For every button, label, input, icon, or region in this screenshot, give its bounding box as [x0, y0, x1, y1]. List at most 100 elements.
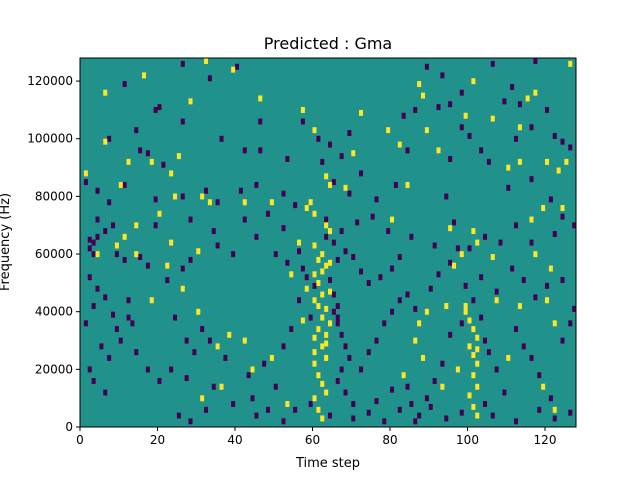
- heatmap-cell-high: [312, 127, 317, 134]
- heatmap-cell-high: [316, 279, 321, 286]
- heatmap-cell-high: [448, 225, 453, 232]
- heatmap-cell-high: [188, 98, 193, 105]
- heatmap-cell-high: [471, 228, 476, 235]
- heatmap-cell-high: [320, 380, 325, 387]
- heatmap-cell-low: [281, 343, 286, 350]
- heatmap-cell-low: [258, 118, 263, 125]
- heatmap-cell-low: [173, 314, 178, 321]
- heatmap-cell-high: [215, 343, 220, 350]
- heatmap-cell-low: [366, 409, 371, 416]
- heatmap-cell-high: [529, 216, 534, 223]
- heatmap-cell-low: [114, 251, 119, 258]
- heatmap-cell-low: [393, 181, 398, 188]
- heatmap-cell-low: [87, 366, 92, 373]
- heatmap-cell-low: [87, 236, 92, 243]
- heatmap-cell-low: [386, 228, 391, 235]
- heatmap-cell-high: [417, 320, 422, 327]
- heatmap-cell-low: [304, 274, 309, 281]
- heatmap-cell-low: [347, 190, 352, 197]
- heatmap-cell-high: [475, 412, 480, 419]
- heatmap-cell-low: [444, 415, 449, 422]
- heatmap-cell-low: [560, 138, 565, 145]
- heatmap-cell-low: [529, 124, 534, 131]
- heatmap-cell-low: [328, 141, 333, 148]
- heatmap-cell-high: [207, 199, 212, 206]
- heatmap-cell-high: [440, 383, 445, 390]
- heatmap-cell-high: [149, 297, 154, 304]
- heatmap-cell-low: [219, 135, 224, 142]
- heatmap-cell-high: [289, 271, 294, 278]
- heatmap-cell-low: [486, 158, 491, 165]
- heatmap-cell-high: [475, 360, 480, 367]
- heatmap-cell-high: [312, 297, 317, 304]
- heatmap-cell-low: [161, 161, 166, 168]
- heatmap-cell-low: [246, 372, 251, 379]
- heatmap-cell-high: [126, 158, 131, 165]
- heatmap-cell-low: [103, 294, 108, 301]
- heatmap-cell-high: [242, 199, 247, 206]
- heatmap-cell-high: [134, 251, 139, 258]
- heatmap-cell-high: [424, 308, 429, 315]
- heatmap-cell-low: [91, 377, 96, 384]
- heatmap-cell-low: [502, 98, 507, 105]
- heatmap-cell-low: [91, 303, 96, 310]
- heatmap-cell-low: [355, 219, 360, 226]
- heatmap-cell-low: [390, 265, 395, 272]
- heatmap-cell-high: [169, 170, 174, 177]
- y-tick-label: 40000: [35, 305, 73, 319]
- heatmap-cell-low: [204, 406, 209, 413]
- heatmap-cell-low: [107, 199, 112, 206]
- heatmap-cell-low: [308, 401, 313, 408]
- chart-title: Predicted : Gma: [264, 34, 392, 53]
- heatmap-cell-low: [552, 230, 557, 237]
- heatmap-cell-high: [421, 354, 426, 361]
- heatmap-cell-high: [471, 78, 476, 85]
- heatmap-cell-low: [111, 311, 116, 318]
- heatmap-cell-low: [494, 366, 499, 373]
- y-tick-label: 0: [65, 420, 73, 434]
- heatmap-cell-high: [564, 158, 569, 165]
- heatmap-cell-high: [312, 360, 317, 367]
- heatmap-cell-high: [417, 81, 422, 88]
- heatmap-cell-low: [285, 259, 290, 266]
- heatmap-cell-low: [335, 377, 340, 384]
- heatmap-cell-low: [424, 63, 429, 70]
- heatmap-cell-low: [483, 337, 488, 344]
- heatmap-cell-low: [428, 285, 433, 292]
- heatmap-cell-low: [351, 415, 356, 422]
- heatmap-cell-low: [215, 242, 220, 249]
- heatmap-cell-high: [552, 406, 557, 413]
- heatmap-cell-low: [409, 233, 414, 240]
- heatmap-cell-high: [386, 127, 391, 134]
- heatmap-cell-low: [258, 147, 263, 154]
- heatmap-cell-high: [118, 181, 123, 188]
- heatmap-cell-low: [494, 288, 499, 295]
- heatmap-cell-low: [266, 210, 271, 217]
- heatmap-cell-low: [122, 256, 127, 263]
- heatmap-cell-low: [545, 107, 550, 113]
- heatmap-cell-high: [517, 158, 522, 165]
- heatmap-cell-low: [111, 222, 116, 229]
- heatmap-cell-low: [374, 398, 379, 405]
- heatmap-cell-low: [440, 360, 445, 367]
- heatmap-cell-high: [258, 95, 263, 102]
- heatmap-cell-low: [285, 156, 290, 162]
- heatmap-cell-low: [448, 101, 453, 108]
- heatmap-cell-low: [188, 216, 193, 223]
- heatmap-cell-low: [180, 118, 185, 125]
- heatmap-cell-high: [525, 95, 530, 102]
- heatmap-cell-low: [448, 331, 453, 338]
- heatmap-cell-high: [304, 205, 309, 211]
- heatmap-cell-high: [401, 372, 406, 379]
- heatmap-cell-low: [467, 132, 472, 139]
- heatmap-cell-high: [545, 158, 550, 165]
- heatmap-cell-low: [506, 184, 511, 191]
- heatmap-cell-high: [231, 66, 236, 73]
- heatmap-cell-low: [533, 58, 538, 64]
- heatmap-cell-low: [335, 303, 340, 310]
- heatmap-cell-low: [184, 375, 189, 382]
- heatmap-cell-high: [459, 251, 464, 258]
- heatmap-cell-high: [413, 337, 418, 344]
- heatmap-cell-low: [401, 112, 406, 119]
- heatmap-cell-low: [545, 282, 550, 289]
